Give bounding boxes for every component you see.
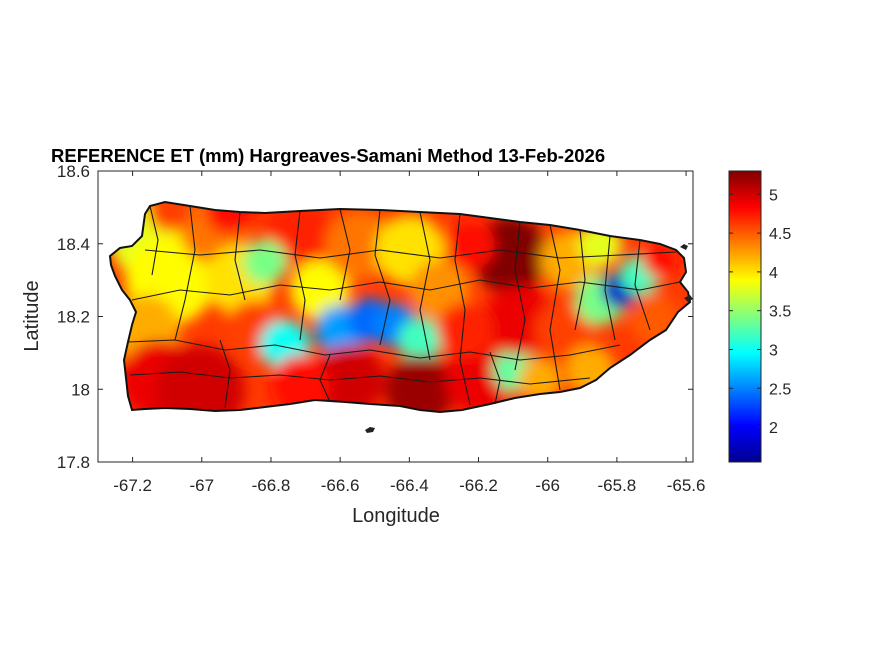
municipality-boundary bbox=[339, 208, 351, 301]
colorbar-tick-label: 5 bbox=[769, 187, 778, 204]
x-tick-label: -67.2 bbox=[113, 476, 152, 495]
et-field-patch bbox=[243, 240, 287, 284]
et-field-patch bbox=[642, 242, 678, 278]
municipality-boundary bbox=[374, 209, 391, 346]
et-field-patch bbox=[148, 202, 192, 232]
x-tick-label: -65.6 bbox=[667, 476, 706, 495]
municipality-boundaries bbox=[127, 205, 681, 409]
colorbar-tick-label: 4.5 bbox=[769, 226, 791, 243]
y-tick-label: 18.2 bbox=[57, 308, 90, 327]
et-field-patch bbox=[155, 345, 245, 412]
chart-title: REFERENCE ET (mm) Hargreaves-Samani Meth… bbox=[51, 145, 605, 166]
x-axis-label: Longitude bbox=[352, 505, 440, 527]
y-tick-label: 17.8 bbox=[57, 453, 90, 472]
municipality-boundary bbox=[131, 279, 681, 301]
municipality-boundary bbox=[174, 205, 196, 341]
y-axis: 17.8 18 18.2 18.4 18.6 bbox=[57, 162, 693, 472]
et-field-patch bbox=[315, 345, 385, 412]
y-tick-label: 18.6 bbox=[57, 162, 90, 181]
x-tick-label: -66.8 bbox=[252, 476, 291, 495]
municipality-boundary bbox=[514, 221, 526, 371]
municipality-boundary bbox=[574, 229, 586, 331]
municipality-boundary bbox=[127, 339, 621, 361]
municipality-boundary bbox=[549, 224, 561, 391]
colorbar-gradient bbox=[728, 170, 762, 463]
municipality-boundary bbox=[419, 211, 431, 361]
x-tick-label: -66.6 bbox=[321, 476, 360, 495]
x-axis: -67.2 -67 -66.8 -66.6 -66.4 -66.2 -66 -65.8 -65.… bbox=[113, 171, 705, 495]
colorbar-tick-label: 3 bbox=[769, 342, 778, 359]
municipality-boundary bbox=[234, 211, 246, 301]
small-island-ne bbox=[680, 244, 688, 250]
y-tick-label: 18 bbox=[71, 380, 90, 399]
municipality-boundary bbox=[604, 235, 616, 341]
et-field-patch bbox=[437, 302, 493, 358]
x-tick-label: -67 bbox=[189, 476, 214, 495]
municipality-boundary bbox=[489, 351, 501, 405]
municipality-boundary bbox=[294, 210, 306, 341]
x-tick-label: -66 bbox=[535, 476, 560, 495]
municipality-boundary bbox=[454, 213, 471, 406]
colorbar-tick-label: 2 bbox=[769, 420, 778, 437]
et-field-patch bbox=[518, 358, 562, 402]
colorbar-tick-label: 3.5 bbox=[769, 304, 791, 321]
municipality-boundary bbox=[129, 371, 591, 385]
colorbar-tick-label: 2.5 bbox=[769, 381, 791, 398]
municipality-boundary bbox=[219, 339, 231, 409]
municipality-boundary bbox=[319, 354, 331, 403]
x-tick-label: -66.2 bbox=[459, 476, 498, 495]
y-axis-label: Latitude bbox=[21, 280, 43, 351]
x-tick-label: -65.8 bbox=[598, 476, 637, 495]
x-tick-label: -66.4 bbox=[390, 476, 429, 495]
et-field-patch bbox=[398, 318, 442, 362]
y-tick-label: 18.4 bbox=[57, 235, 90, 254]
municipality-boundary bbox=[144, 249, 677, 259]
colorbar: 2 2.5 3 3.5 4 4.5 5 bbox=[728, 170, 791, 463]
et-field-patch bbox=[290, 260, 350, 320]
caja-de-muertos-island bbox=[365, 427, 375, 433]
island-coastline bbox=[108, 200, 692, 414]
colorbar-tick-label: 4 bbox=[769, 265, 778, 282]
et-field-patch bbox=[445, 220, 495, 270]
small-island-e bbox=[684, 295, 693, 302]
municipality-boundary bbox=[634, 239, 651, 331]
municipality-boundary bbox=[149, 205, 159, 276]
